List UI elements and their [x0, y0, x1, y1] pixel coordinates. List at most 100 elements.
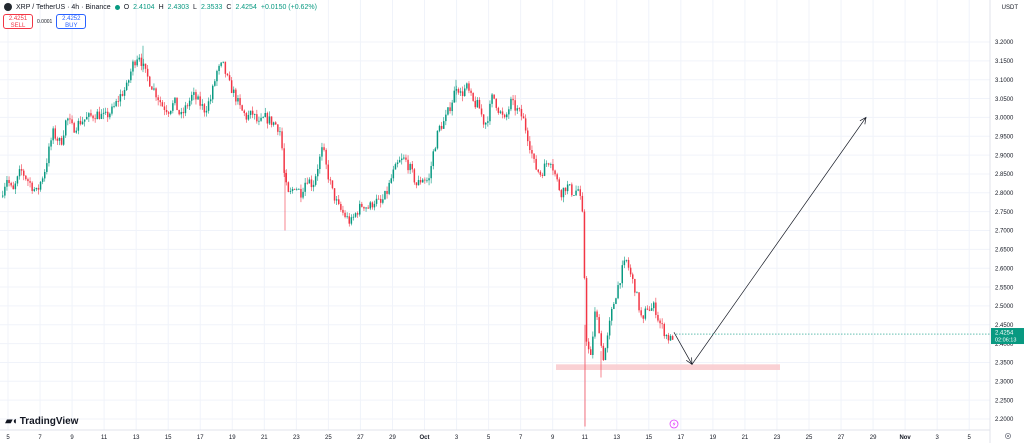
candle-body [230, 80, 233, 93]
price-tick-label: 2.4500 [995, 323, 1014, 329]
candle-body [113, 106, 115, 107]
candle-body [37, 187, 40, 190]
candle-body [503, 114, 506, 118]
candle-body [367, 207, 369, 209]
price-axis[interactable]: 3.2000 3.1500 3.1000 3.0500 3.0000 2.9500 2.90… [995, 40, 1014, 423]
support-zone [556, 364, 780, 370]
candle-body [390, 178, 392, 183]
candle-body [239, 98, 241, 106]
candle-body [335, 199, 338, 201]
candle-body [46, 163, 48, 172]
candle-body [518, 108, 521, 110]
candle-body [256, 114, 258, 122]
candle-body [361, 203, 363, 207]
buy-button[interactable]: 2.4252 BUY [56, 14, 87, 29]
candle-body [438, 125, 441, 131]
candle-body [136, 59, 138, 66]
candle-body [88, 113, 90, 117]
time-tick-label: 11 [582, 435, 589, 441]
candle-body [44, 171, 46, 179]
candle-body [535, 158, 537, 170]
candle-body [564, 187, 567, 192]
candle-body [186, 105, 189, 107]
candle-body [373, 203, 376, 208]
candle-body [300, 188, 302, 198]
time-axis[interactable]: 5 7 9 11 13 15 17 19 21 23 25 27 29 Oct 3 5 7 9 11 13 15 17 19… [6, 435, 971, 441]
time-tick-label: 9 [551, 435, 555, 441]
settings-gear-icon[interactable] [1005, 432, 1012, 439]
candle-body [388, 182, 390, 194]
candle-body [275, 122, 277, 125]
candle-body [396, 162, 399, 165]
candle-body [270, 116, 273, 125]
candle-body [495, 98, 497, 108]
candle-body [62, 135, 65, 145]
candle-body [331, 180, 334, 189]
grid [0, 0, 990, 430]
candle-body [285, 172, 287, 183]
symbol-title[interactable]: XRP / TetherUS · 4h · Binance [16, 3, 111, 11]
candle-body [550, 164, 552, 165]
candle-body [587, 341, 590, 350]
candle-body [539, 171, 542, 175]
candle-body [440, 125, 443, 129]
candle-body [394, 164, 397, 170]
tradingview-brand: ▰◖ TradingView [5, 416, 78, 427]
time-tick-label: 27 [357, 435, 364, 441]
candle-body [155, 88, 157, 98]
candle-body [617, 285, 619, 299]
candle-body [65, 120, 67, 136]
candle-body [149, 76, 151, 87]
close-label: C [226, 3, 232, 11]
candle-body [634, 279, 636, 293]
candle-body [447, 107, 449, 115]
candle-body [310, 179, 313, 188]
candle-body [380, 198, 382, 203]
candle-body [304, 182, 306, 192]
candle-body [669, 336, 672, 341]
candle-body [644, 308, 647, 319]
candle-body [235, 89, 237, 102]
candle-body [222, 61, 224, 63]
candle-body [449, 107, 451, 112]
candle-body [596, 311, 598, 318]
candle-body [272, 122, 275, 125]
candle-body [81, 121, 84, 125]
candle-body [128, 80, 130, 83]
candle-body [268, 116, 271, 124]
currency-label[interactable]: USDT [1001, 5, 1018, 11]
price-tick-label: 2.6500 [995, 248, 1014, 254]
candle-body [75, 130, 77, 133]
time-tick-label: 5 [968, 435, 972, 441]
candle-body [606, 335, 609, 349]
candle-body [356, 213, 359, 215]
low-label: L [193, 3, 197, 11]
time-tick-label: 13 [133, 435, 140, 441]
candle-body [436, 130, 439, 149]
lightning-icon[interactable] [669, 419, 679, 429]
candle-body [543, 163, 546, 176]
candle-body [41, 178, 44, 182]
candle-body [545, 163, 548, 165]
candle-body [132, 61, 134, 72]
low-value: 2.3533 [200, 3, 223, 11]
sell-button[interactable]: 2.4251 SELL [3, 14, 33, 29]
candle-body [598, 317, 600, 334]
price-tick-label: 2.3000 [995, 380, 1014, 386]
candle-body [640, 310, 642, 316]
candle-body [159, 100, 161, 103]
candle-body [83, 119, 86, 122]
candle-body [73, 123, 75, 133]
candle-body [661, 323, 663, 325]
candle-body [562, 187, 565, 198]
time-tick-label: 5 [487, 435, 491, 441]
candle-body [54, 128, 56, 139]
candle-body [346, 216, 348, 218]
candle-body [466, 83, 468, 89]
candle-body [56, 138, 59, 141]
candle-body [604, 348, 607, 361]
candle-body [510, 98, 512, 110]
candle-body [2, 195, 4, 197]
candle-body [172, 103, 174, 111]
